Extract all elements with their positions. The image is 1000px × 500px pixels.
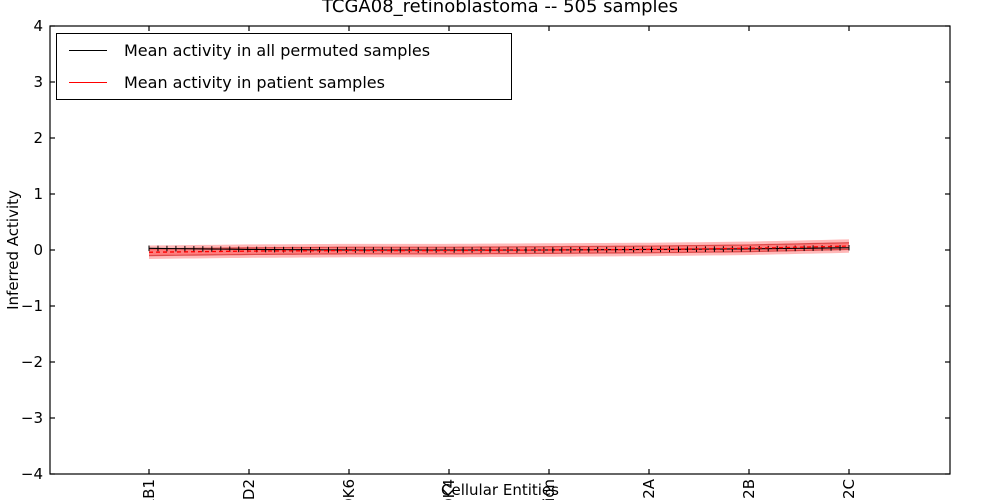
legend-label: Mean activity in patient samples <box>124 72 385 92</box>
x-tick-label: G1/S progression <box>540 479 558 500</box>
legend: Mean activity in all permuted samples Me… <box>56 33 512 100</box>
y-tick-label: −1 <box>21 297 43 315</box>
y-tick-label: 3 <box>33 73 43 91</box>
legend-label: Mean activity in all permuted samples <box>124 41 431 61</box>
x-tick-label: CDK4 <box>440 479 458 500</box>
x-tick-label: RB1 <box>140 479 158 500</box>
y-tick-label: 1 <box>33 185 43 203</box>
x-tick-label: CDKN2C <box>840 479 858 500</box>
y-tick-label: −2 <box>21 353 43 371</box>
y-tick-label: 0 <box>33 241 43 259</box>
y-tick-label: −3 <box>21 409 43 427</box>
legend-entry-permuted: Mean activity in all permuted samples <box>57 36 511 66</box>
x-tick-label: CDKN2B <box>740 479 758 500</box>
legend-entry-patient: Mean activity in patient samples <box>57 67 511 97</box>
y-tick-label: −4 <box>21 465 43 483</box>
y-axis-label: Inferred Activity <box>4 190 22 310</box>
y-tick-label: 4 <box>33 17 43 35</box>
chart-title: TCGA08_retinoblastoma -- 505 samples <box>321 0 679 17</box>
legend-line-sample-black <box>69 50 107 52</box>
x-tick-label: CCND2 <box>240 479 258 500</box>
x-tick-label: CDK6 <box>340 479 358 500</box>
y-tick-label: 2 <box>33 129 43 147</box>
x-tick-label: CDKN2A <box>640 478 658 500</box>
patient-band-inner-edge-bottom <box>148 248 850 257</box>
legend-line-sample-red <box>69 81 107 83</box>
patient-mean-line <box>148 245 850 253</box>
x-axis-label: Cellular Entities <box>441 481 559 499</box>
